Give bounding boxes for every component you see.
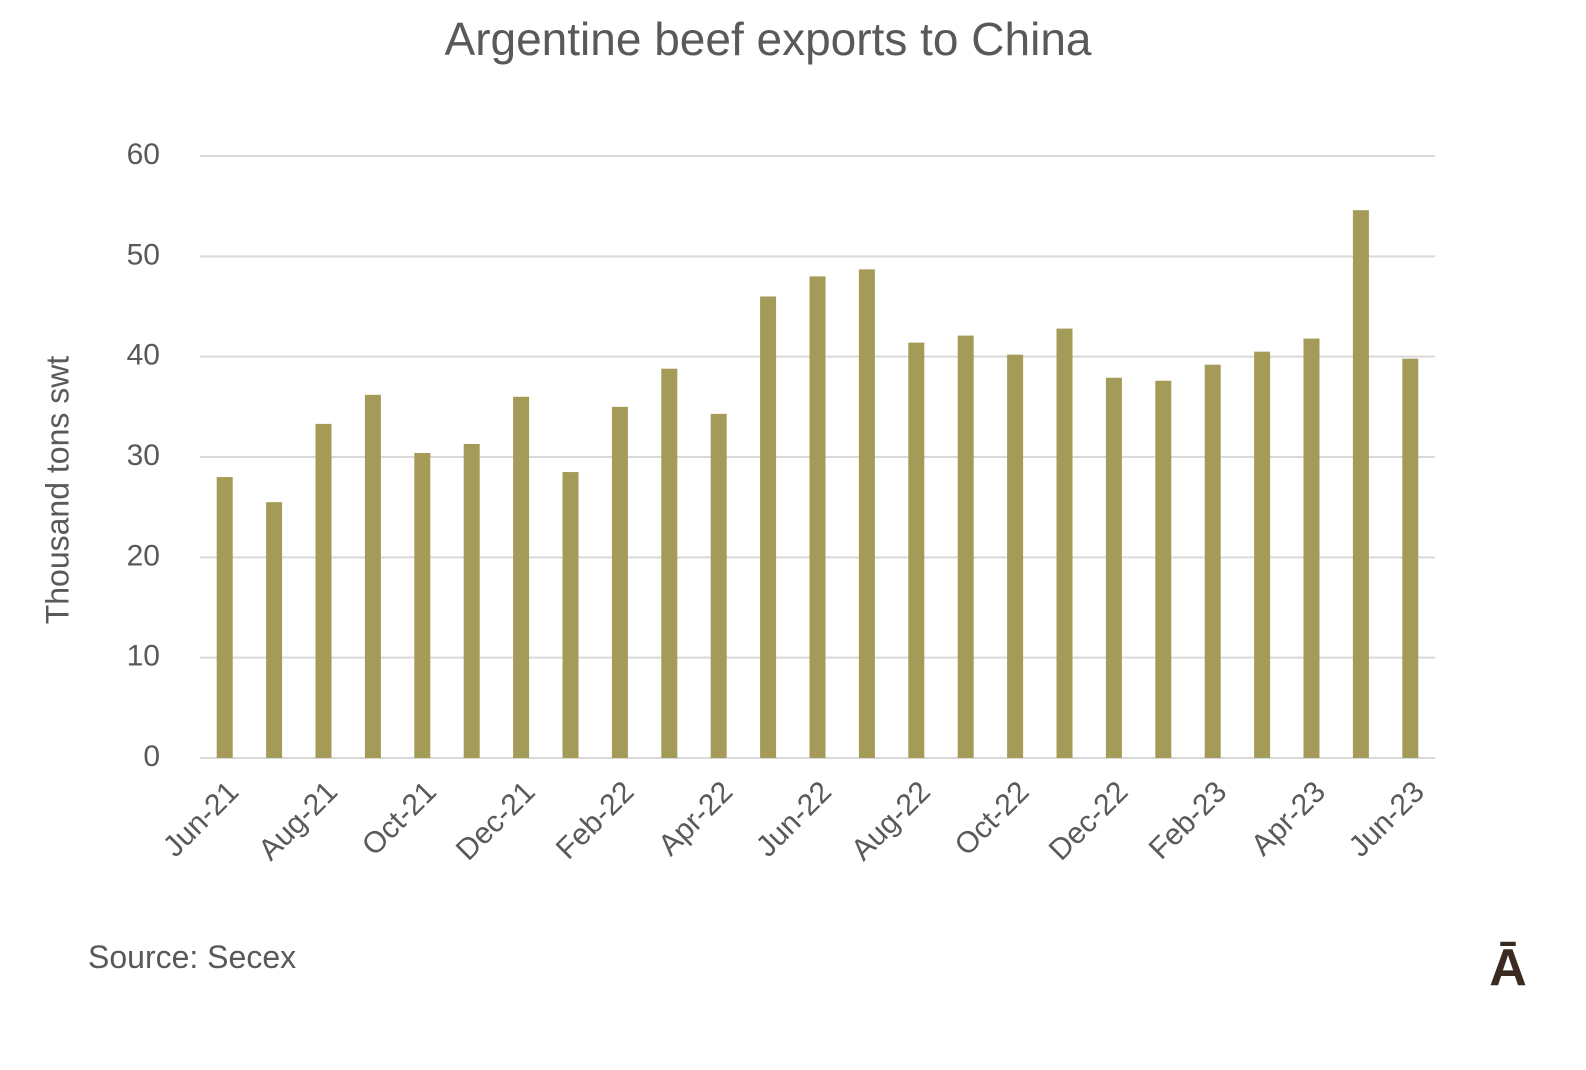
bar bbox=[1254, 351, 1271, 758]
bar bbox=[908, 342, 925, 758]
bar bbox=[858, 269, 875, 758]
bar bbox=[562, 472, 579, 758]
bar bbox=[809, 276, 826, 758]
bar bbox=[364, 394, 381, 758]
bar bbox=[216, 477, 233, 758]
bar bbox=[266, 502, 283, 758]
x-tick-label: Feb-22 bbox=[550, 775, 641, 866]
bar bbox=[463, 443, 480, 758]
x-tick-label: Dec-22 bbox=[1043, 775, 1135, 867]
y-tick-label: 10 bbox=[127, 640, 160, 673]
x-tick-label: Apr-23 bbox=[1245, 775, 1332, 862]
bar bbox=[1056, 328, 1073, 758]
y-tick-label: 50 bbox=[127, 238, 160, 271]
bar bbox=[710, 413, 727, 758]
bar bbox=[611, 406, 628, 758]
y-tick-label: 0 bbox=[143, 740, 160, 773]
x-tick-label: Oct-21 bbox=[356, 775, 443, 862]
bar bbox=[1352, 210, 1369, 758]
x-tick-label: Feb-23 bbox=[1143, 775, 1234, 866]
y-tick-label: 30 bbox=[127, 439, 160, 472]
x-tick-label: Apr-22 bbox=[652, 775, 739, 862]
bar bbox=[957, 335, 974, 758]
y-axis-label: Thousand tons swt bbox=[39, 356, 75, 625]
x-tick-label: Aug-22 bbox=[845, 775, 937, 867]
bar bbox=[414, 452, 431, 758]
y-tick-label: 20 bbox=[127, 539, 160, 572]
bar bbox=[1402, 358, 1419, 758]
bar bbox=[1007, 354, 1024, 758]
y-tick-label: 60 bbox=[127, 138, 160, 171]
x-tick-label: Aug-21 bbox=[252, 775, 344, 867]
bar bbox=[1155, 380, 1172, 758]
x-tick-label: Jun-22 bbox=[750, 775, 838, 863]
bar bbox=[661, 368, 678, 758]
x-tick-label: Jun-23 bbox=[1343, 775, 1431, 863]
logo: Ā bbox=[1489, 939, 1527, 997]
chart-title: Argentine beef exports to China bbox=[445, 13, 1092, 65]
bar bbox=[513, 396, 530, 758]
x-tick-label: Oct-22 bbox=[949, 775, 1036, 862]
x-tick-label: Jun-21 bbox=[157, 775, 245, 863]
bar bbox=[1303, 338, 1320, 758]
y-tick-label: 40 bbox=[127, 339, 160, 372]
x-tick-label: Dec-21 bbox=[450, 775, 542, 867]
bar bbox=[1204, 364, 1221, 758]
source-note: Source: Secex bbox=[88, 939, 296, 975]
bar bbox=[1105, 377, 1122, 758]
bar bbox=[760, 296, 777, 758]
bar bbox=[315, 423, 332, 758]
